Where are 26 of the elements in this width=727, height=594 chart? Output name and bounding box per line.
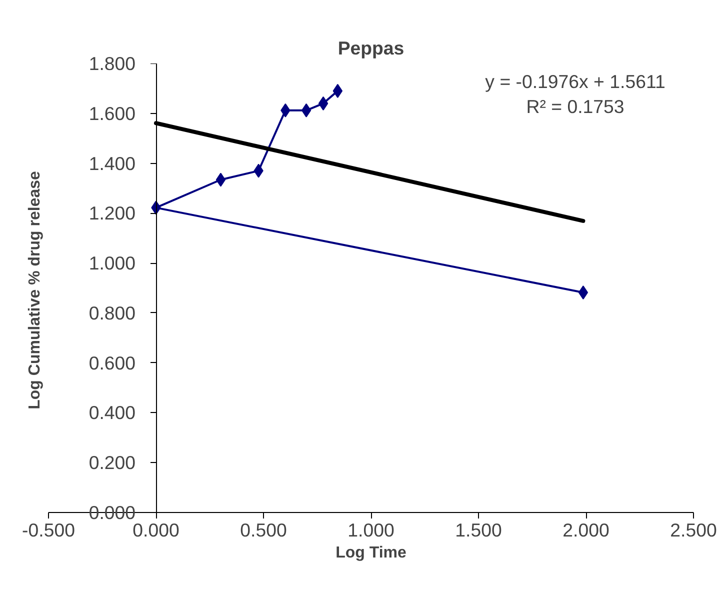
point: [216, 172, 226, 187]
annotation: R² = 0.1753: [526, 96, 624, 117]
x-tick-label: 1.000: [348, 520, 394, 540]
x-axis-title: Log Time: [336, 544, 407, 562]
x-tick-label: -0.500: [22, 520, 75, 540]
x-tick-label: 0.500: [240, 520, 287, 540]
y-tick-label: 0.600: [88, 352, 136, 374]
y-tick-label: 0.200: [88, 452, 136, 474]
x-tick-label: 2.000: [562, 520, 610, 540]
point: [332, 84, 343, 98]
point: [578, 285, 588, 300]
y-tick-label: 1.400: [88, 152, 136, 174]
y-tick-label: 1.800: [88, 53, 136, 74]
y-tick-label: 0.400: [88, 402, 136, 424]
x-tick-label: 1.500: [455, 520, 502, 540]
point: [318, 96, 328, 110]
point: [301, 103, 312, 118]
x-tick-label: 0.000: [132, 520, 180, 540]
y-tick-label: 0.800: [88, 302, 136, 324]
y-tick-label: 1.600: [88, 102, 136, 124]
x-tick-label: 2.500: [670, 520, 717, 540]
annotation: y = -0.1976x + 1.5611: [485, 70, 666, 92]
chart-title: Peppas: [338, 38, 404, 58]
y-tick-label: 1.000: [88, 252, 136, 274]
y-tick-label: 1.200: [88, 202, 136, 224]
y-axis-title: Log Cumulative % drug release: [26, 170, 44, 410]
